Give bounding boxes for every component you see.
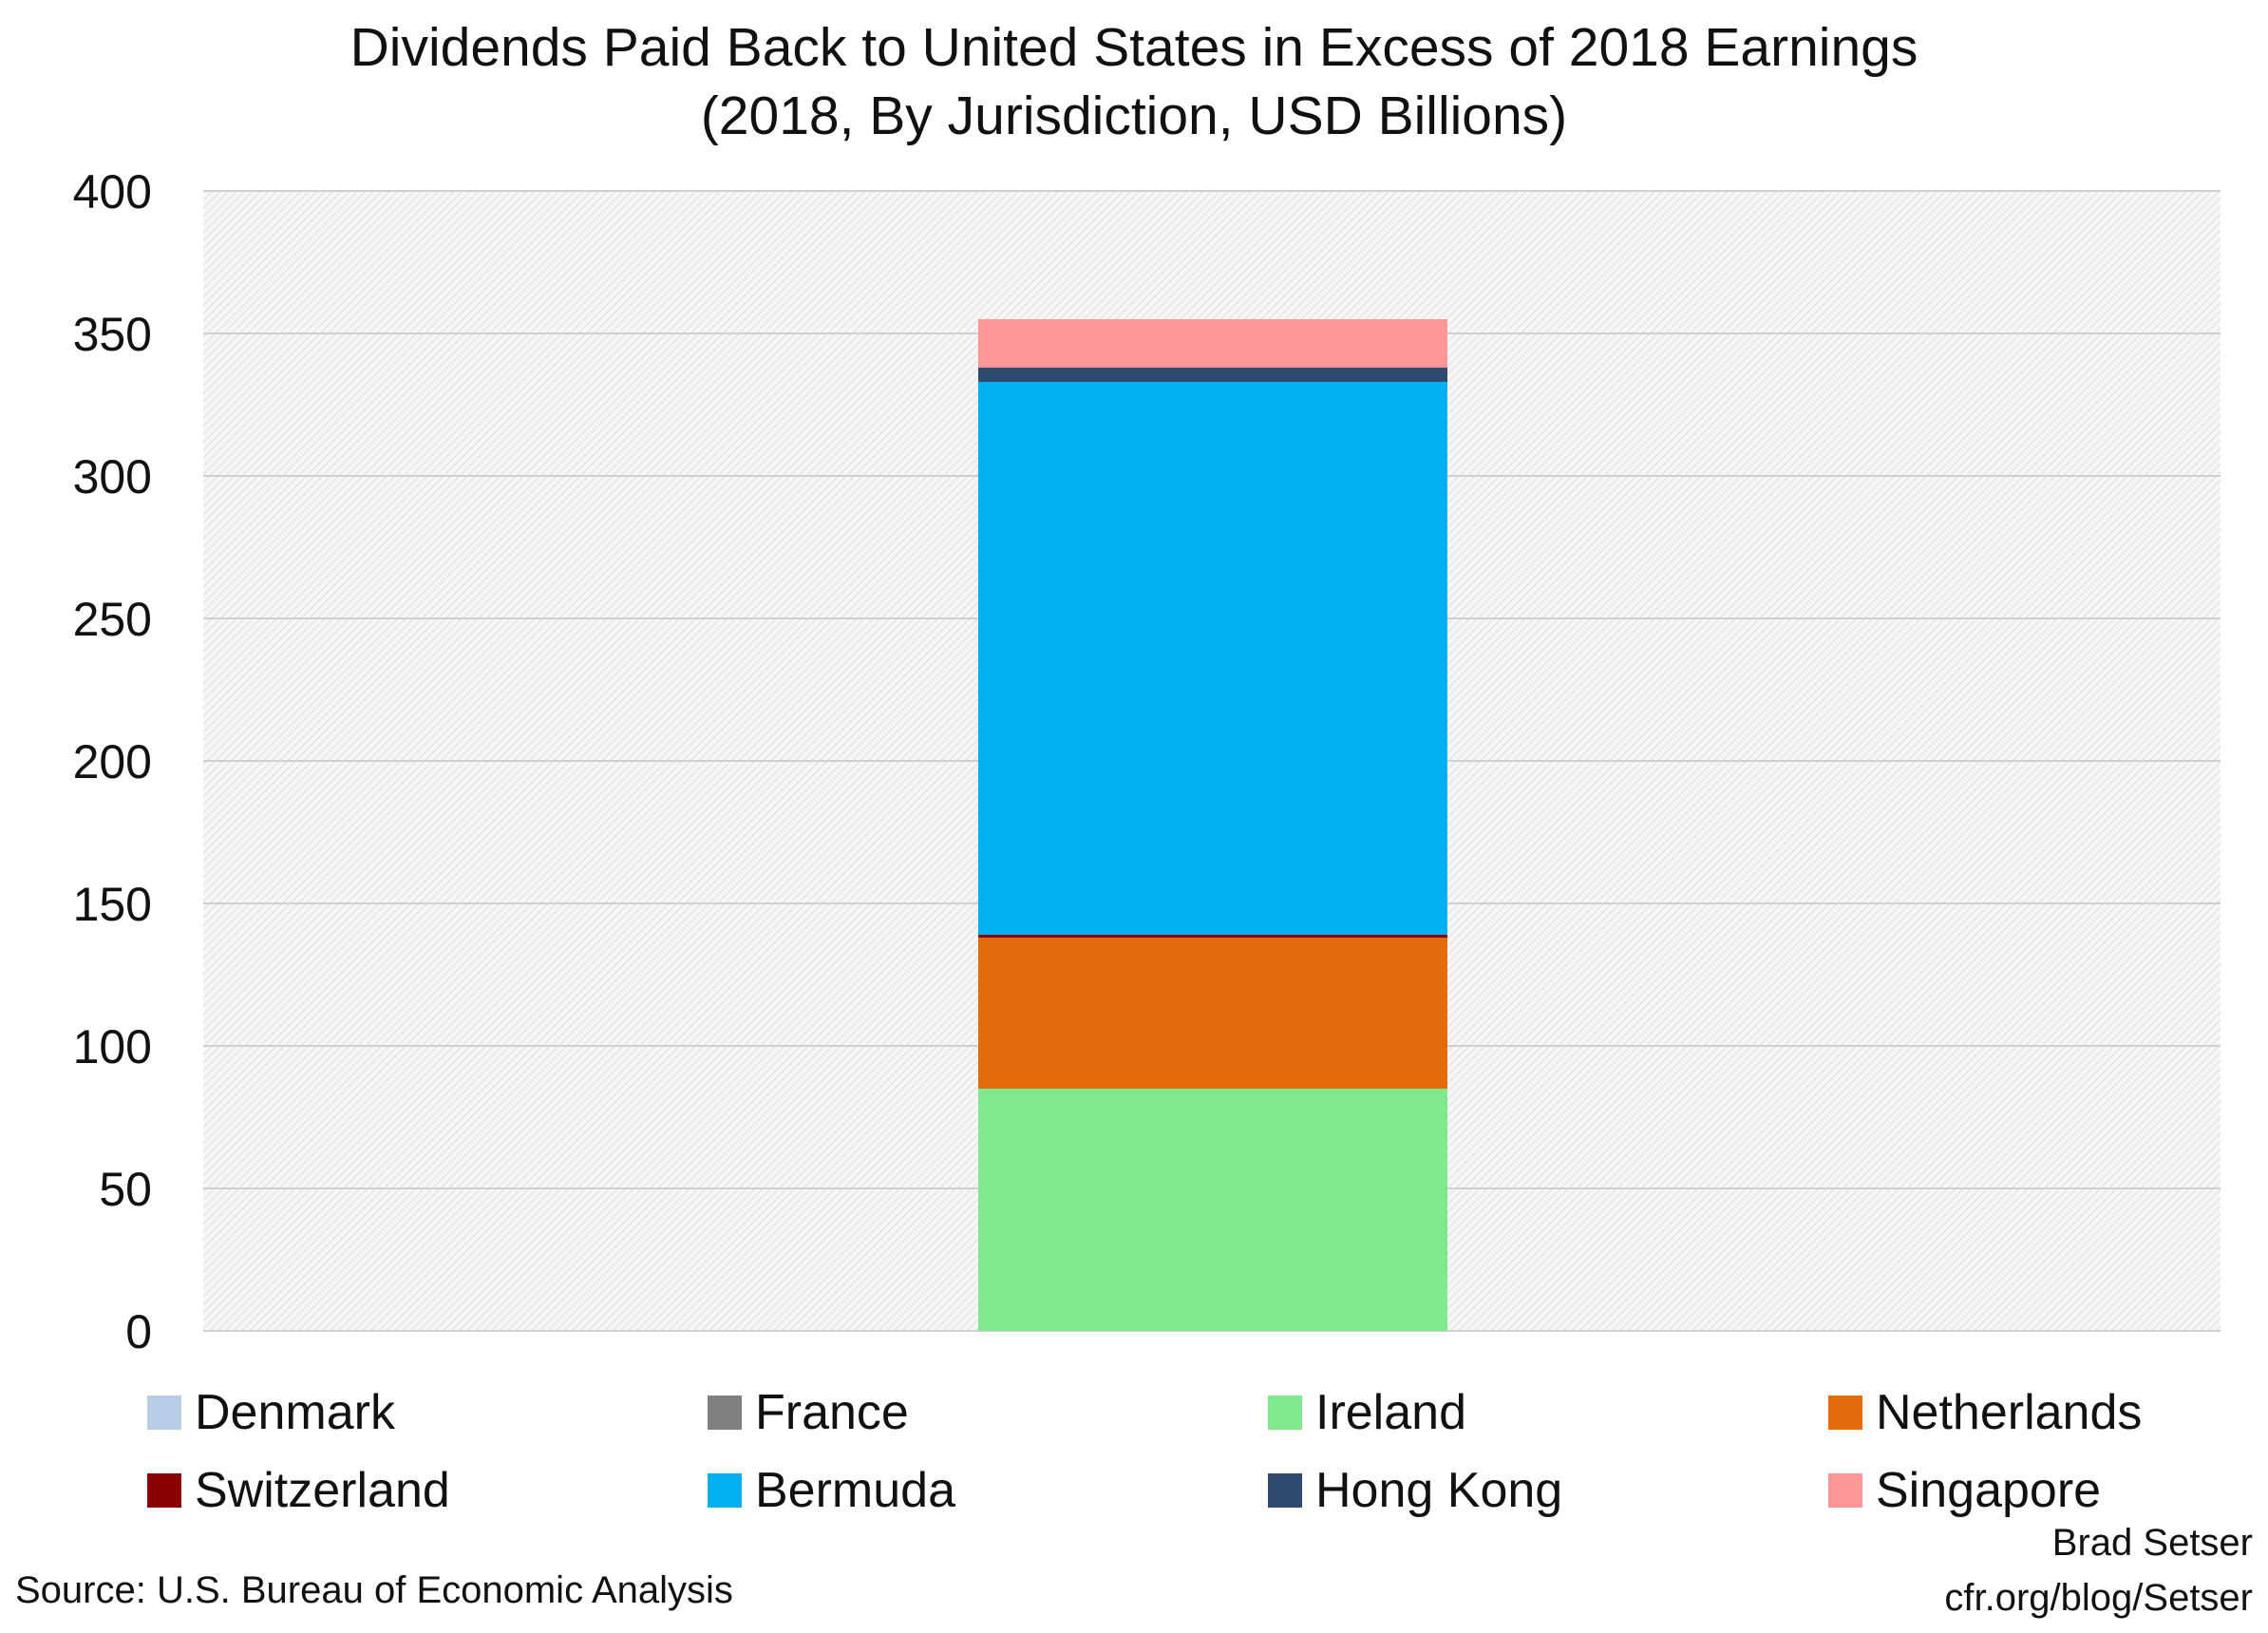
legend-item: Switzerland: [147, 1457, 450, 1524]
bar-segment-ireland: [978, 1089, 1447, 1331]
bar-stack: [978, 319, 1447, 1331]
legend-label: Bermuda: [755, 1463, 955, 1518]
legend-swatch: [1268, 1473, 1302, 1508]
author-credit: Brad Setser: [2051, 1522, 2253, 1564]
legend-swatch: [147, 1396, 181, 1430]
legend-label: Denmark: [195, 1385, 395, 1440]
legend-label: France: [755, 1385, 909, 1440]
source-note: Source: U.S. Bureau of Economic Analysis: [15, 1569, 733, 1611]
legend-item: Singapore: [1828, 1457, 2101, 1524]
y-tick-label: 250: [73, 593, 152, 646]
y-tick-label: 50: [99, 1163, 152, 1216]
legend-swatch: [708, 1473, 742, 1508]
y-tick-label: 200: [73, 735, 152, 788]
legend-label: Singapore: [1876, 1463, 2102, 1518]
legend-item: France: [708, 1379, 909, 1446]
legend-item: Denmark: [147, 1379, 395, 1446]
legend-swatch: [1828, 1396, 1862, 1430]
bar-segment-hong-kong: [978, 368, 1447, 382]
legend-item: Bermuda: [708, 1457, 955, 1524]
legend-swatch: [708, 1396, 742, 1430]
y-tick-label: 0: [125, 1305, 152, 1358]
legend-item: Hong Kong: [1268, 1457, 1562, 1524]
chart-title: Dividends Paid Back to United States in …: [350, 17, 1918, 78]
legend-swatch: [1268, 1396, 1302, 1430]
legend-item: Netherlands: [1828, 1379, 2142, 1446]
legend-item: Ireland: [1268, 1379, 1466, 1446]
blog-url: cfr.org/blog/Setser: [1944, 1577, 2253, 1619]
bar-segment-singapore: [978, 319, 1447, 368]
bar-segment-switzerland: [978, 935, 1447, 938]
y-tick-label: 100: [73, 1020, 152, 1073]
chart-title-block: Dividends Paid Back to United States in …: [0, 13, 2268, 150]
chart-subtitle: (2018, By Jurisdiction, USD Billions): [700, 85, 1568, 146]
credit-block: Brad Setser cfr.org/blog/Setser: [1944, 1515, 2253, 1625]
legend-label: Switzerland: [195, 1463, 450, 1518]
bar-segment-bermuda: [978, 382, 1447, 935]
y-tick-label: 150: [73, 878, 152, 931]
y-tick-label: 300: [73, 450, 152, 503]
y-axis: 0 50 100 150 200 250 300 350 400: [73, 165, 152, 1358]
legend-swatch: [1828, 1473, 1862, 1508]
y-tick-label: 400: [73, 165, 152, 218]
legend-label: Hong Kong: [1315, 1463, 1563, 1518]
y-tick-label: 350: [73, 308, 152, 361]
bar-segment-netherlands: [978, 938, 1447, 1089]
legend-label: Ireland: [1315, 1385, 1466, 1440]
legend-swatch: [147, 1473, 181, 1508]
legend-label: Netherlands: [1876, 1385, 2143, 1440]
